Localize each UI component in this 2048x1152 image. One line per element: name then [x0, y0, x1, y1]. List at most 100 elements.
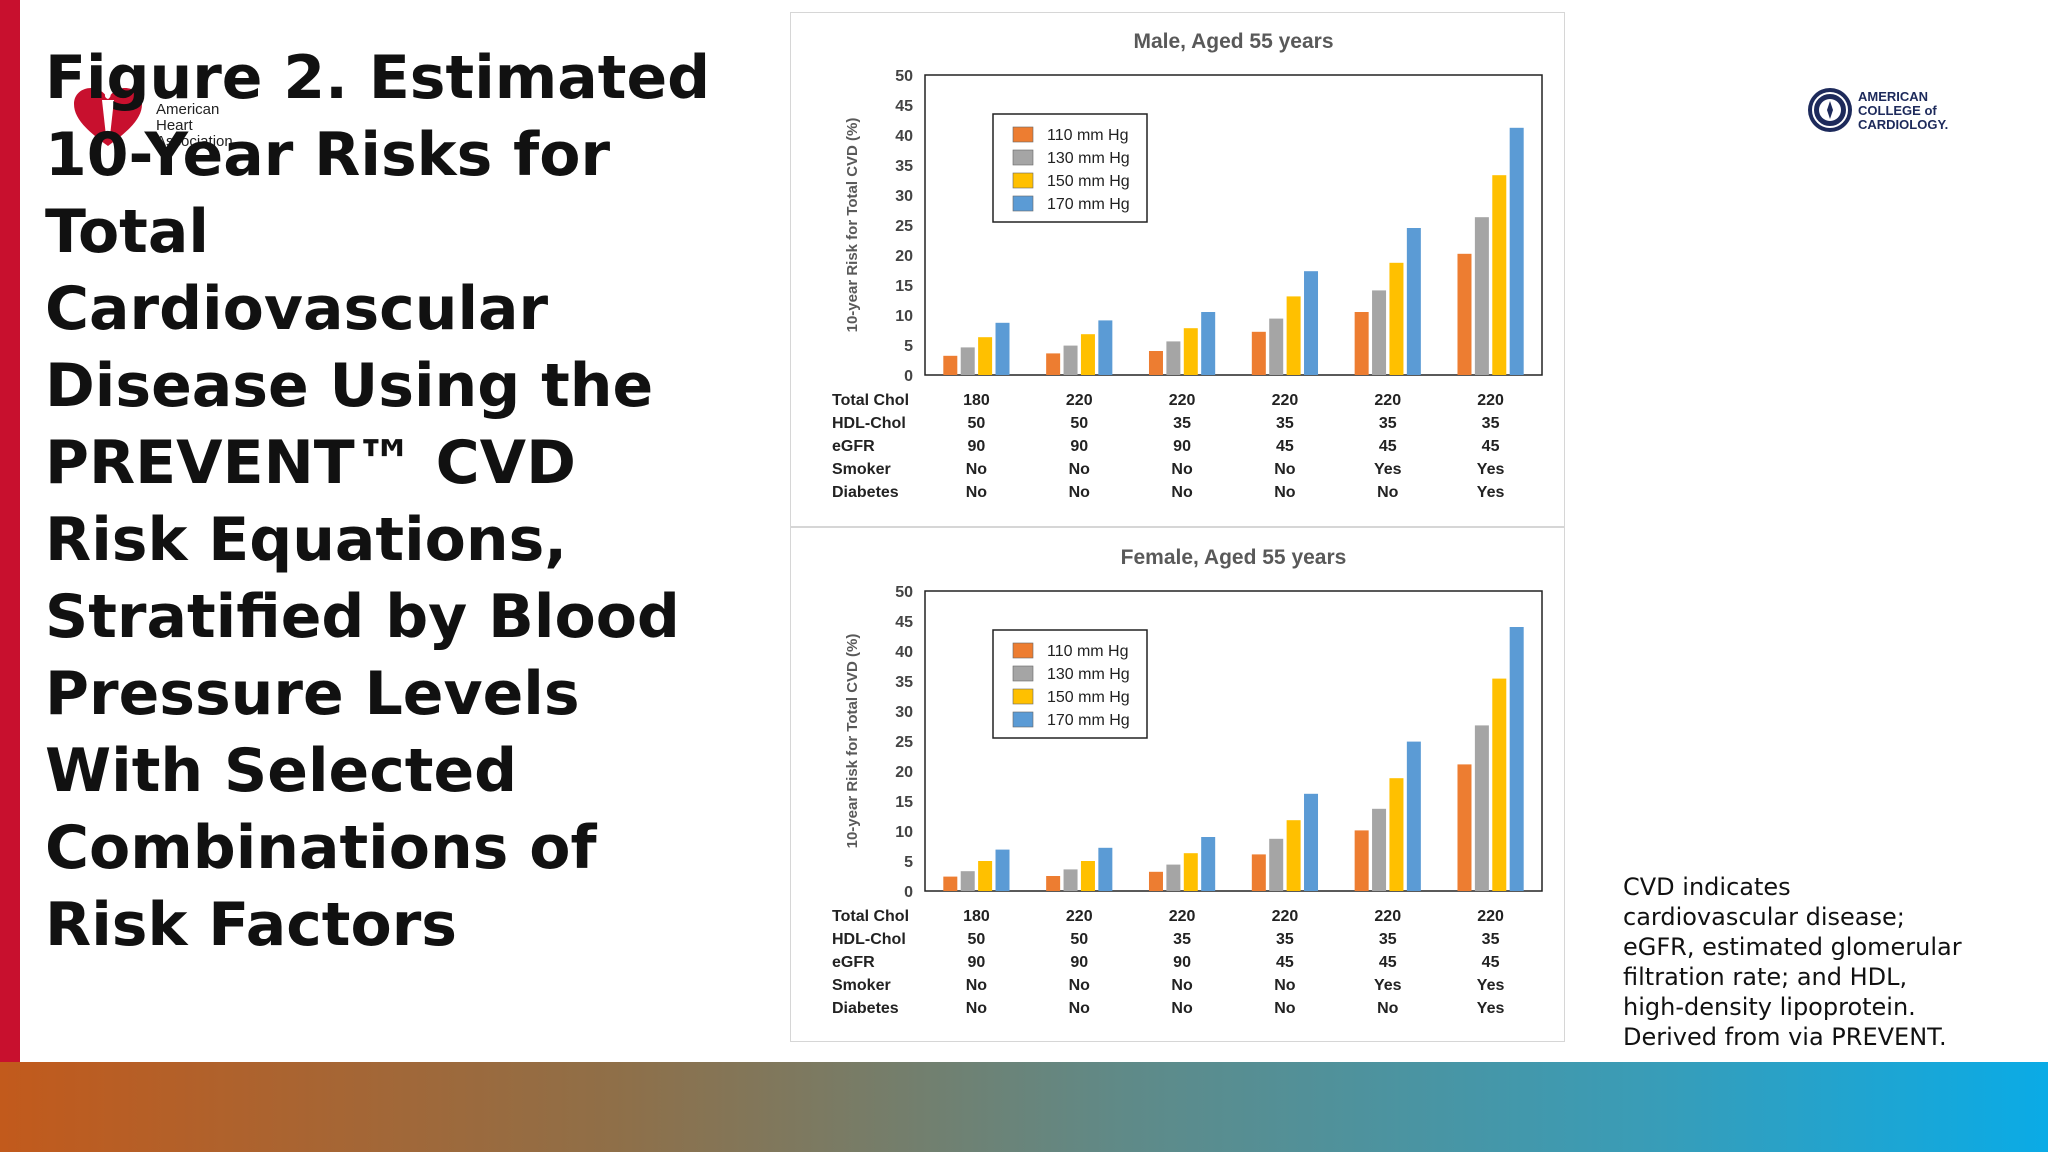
table-cell: No: [1171, 461, 1193, 478]
legend-swatch: [1012, 688, 1034, 705]
table-cell: 90: [968, 438, 986, 455]
bar: [1251, 854, 1266, 891]
table-row-label: eGFR: [832, 438, 875, 455]
table-cell: No: [1171, 484, 1193, 501]
y-tick-label: 10: [895, 824, 913, 841]
table-cell: Yes: [1477, 1000, 1505, 1017]
bar: [1492, 175, 1507, 375]
y-tick-label: 5: [904, 338, 913, 355]
table-cell: Yes: [1374, 977, 1402, 994]
table-row-label: HDL-Chol: [832, 931, 906, 948]
table-cell: No: [1171, 977, 1193, 994]
table-cell: Yes: [1477, 977, 1505, 994]
table-cell: No: [1274, 1000, 1296, 1017]
bar: [1286, 820, 1301, 891]
bar: [978, 337, 993, 375]
bar: [1183, 328, 1198, 375]
table-cell: No: [966, 1000, 988, 1017]
table-cell: 90: [1070, 954, 1088, 971]
legend-swatch: [1012, 126, 1034, 143]
y-tick-label: 30: [895, 188, 913, 205]
y-tick-label: 0: [904, 368, 913, 385]
y-tick-label: 35: [895, 674, 913, 691]
bar: [1509, 627, 1524, 891]
bar: [1166, 864, 1181, 891]
table-row-label: eGFR: [832, 954, 875, 971]
bar: [1389, 262, 1404, 375]
table-cell: 50: [968, 415, 986, 432]
y-tick-label: 40: [895, 128, 913, 145]
bar: [1201, 837, 1216, 891]
bar: [978, 861, 993, 891]
acc-logo-line: CARDIOLOGY.: [1858, 117, 1949, 132]
table-cell: No: [1274, 461, 1296, 478]
y-tick-label: 45: [895, 614, 913, 631]
legend-swatch: [1012, 195, 1034, 212]
table-cell: 180: [963, 392, 990, 409]
table-cell: No: [1069, 461, 1091, 478]
table-cell: Yes: [1477, 484, 1505, 501]
table-row-label: Smoker: [832, 461, 891, 478]
table-cell: 50: [968, 931, 986, 948]
table-cell: 35: [1482, 415, 1500, 432]
bar: [1166, 341, 1181, 375]
table-cell: 45: [1379, 954, 1397, 971]
table-cell: 220: [1169, 908, 1196, 925]
legend-label: 150 mm Hg: [1047, 173, 1130, 190]
table-cell: 45: [1276, 954, 1294, 971]
bar: [1492, 678, 1507, 891]
bar: [1457, 253, 1472, 375]
aha-logo-line: American: [156, 101, 220, 118]
accent-bar: [0, 0, 20, 1062]
bar: [943, 355, 958, 375]
table-cell: No: [1171, 1000, 1193, 1017]
bar: [1148, 351, 1163, 375]
table-row-label: Total Chol: [832, 908, 909, 925]
aha-logo-text: American Heart Association: [156, 102, 233, 150]
table-cell: No: [1377, 484, 1399, 501]
table-cell: 45: [1482, 438, 1500, 455]
table-cell: 220: [1374, 392, 1401, 409]
table-cell: 35: [1482, 931, 1500, 948]
table-cell: No: [1069, 1000, 1091, 1017]
bar: [1406, 228, 1421, 375]
bar: [995, 322, 1010, 375]
legend-label: 110 mm Hg: [1047, 127, 1129, 144]
table-cell: No: [1377, 1000, 1399, 1017]
bar: [995, 849, 1010, 891]
legend-label: 130 mm Hg: [1047, 150, 1130, 167]
table-cell: 35: [1173, 415, 1191, 432]
bar: [1406, 741, 1421, 891]
table-cell: 90: [1070, 438, 1088, 455]
slide-title: Figure 2. Estimated 10-Year Risks for To…: [45, 43, 711, 960]
legend-swatch: [1012, 172, 1034, 189]
chart-title: Male, Aged 55 years: [1134, 30, 1334, 53]
table-cell: 220: [1374, 908, 1401, 925]
bar: [1201, 312, 1216, 375]
table-cell: 220: [1066, 392, 1093, 409]
bar: [1286, 296, 1301, 375]
acc-logo-text: AMERICAN COLLEGE of CARDIOLOGY.: [1858, 90, 1948, 132]
acc-logo-line: AMERICAN: [1858, 89, 1929, 104]
bar: [1457, 764, 1472, 891]
table-cell: 220: [1066, 908, 1093, 925]
bar: [960, 347, 975, 375]
female-risk-chart: Female, Aged 55 years 0 5 10 15 20 25 30 35 40 45 5…: [832, 546, 1543, 1017]
male-risk-chart: Male, Aged 55 years 0 5 10 15 20 25 30 35 40 45 50 1…: [832, 30, 1543, 501]
table-cell: No: [1274, 977, 1296, 994]
table-row-label: Smoker: [832, 977, 891, 994]
acc-logo: AMERICAN COLLEGE of CARDIOLOGY.: [1806, 84, 1996, 140]
bar: [1509, 127, 1524, 375]
y-tick-label: 20: [895, 248, 913, 265]
bar: [1304, 793, 1319, 891]
bar: [1063, 345, 1078, 375]
aha-logo-line: Association: [156, 133, 233, 150]
chart-title: Female, Aged 55 years: [1121, 546, 1347, 569]
bar: [1148, 871, 1163, 891]
bar: [1046, 876, 1061, 891]
y-axis-label: 10-year Risk for Total CVD (%): [844, 634, 861, 849]
table-cell: 90: [1173, 438, 1191, 455]
y-tick-label: 35: [895, 158, 913, 175]
legend-label: 170 mm Hg: [1047, 196, 1130, 213]
table-row-label: Total Chol: [832, 392, 909, 409]
